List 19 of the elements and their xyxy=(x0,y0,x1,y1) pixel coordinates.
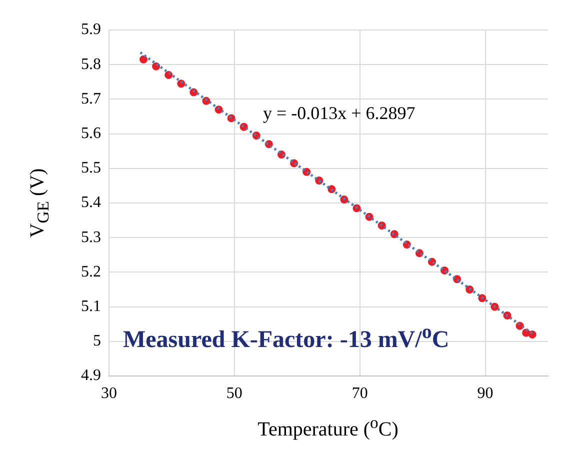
y-tick-label: 5.1 xyxy=(81,298,101,316)
y-tick-label: 5.9 xyxy=(81,21,101,38)
x-tick-label: 30 xyxy=(101,384,117,402)
y-tick-label: 5.3 xyxy=(81,228,101,246)
y-tick-label: 5.4 xyxy=(81,194,101,212)
annotation: Measured K-Factor: -13 mV/$^{o}$C xyxy=(123,321,450,354)
x-axis-title: Temperature ($^{o}$C) xyxy=(258,413,398,442)
y-tick-label: 5.6 xyxy=(81,125,101,142)
y-tick-label: 5.5 xyxy=(81,160,101,177)
x-tick-label: 50 xyxy=(226,384,242,402)
x-tick-label: 90 xyxy=(477,384,494,402)
annotation: y = -0.013x + 6.2897 xyxy=(263,103,416,124)
point xyxy=(139,55,148,64)
x-tick-label: 70 xyxy=(352,384,368,402)
y-tick-label: 5.8 xyxy=(81,56,101,73)
y-tick-label: 5 xyxy=(93,332,101,350)
y-tick-label: 5.7 xyxy=(81,90,101,108)
y-tick-label: 4.9 xyxy=(81,367,101,384)
y-tick-label: 5.2 xyxy=(81,263,101,280)
